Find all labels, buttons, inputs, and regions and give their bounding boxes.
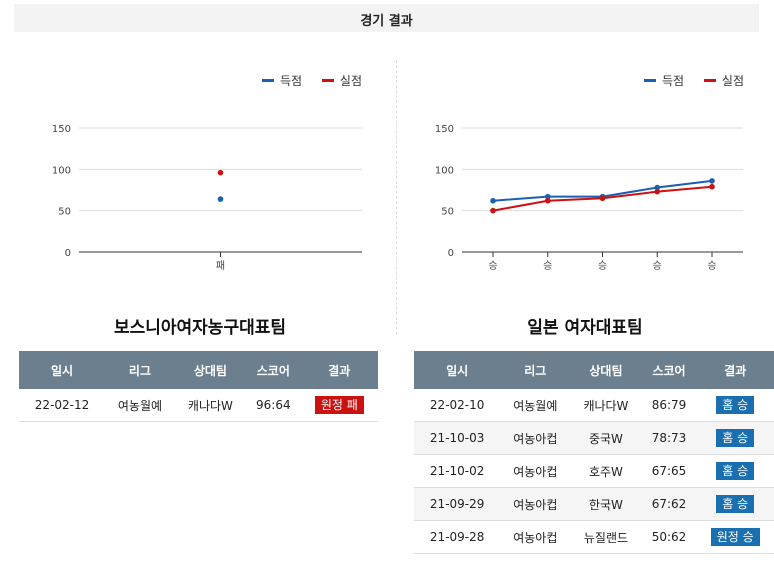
right-results-table: 일시 리그 상대팀 스코어 결과 22-02-10 여농월예 캐나다W 86:79 홈 승 21-…	[414, 351, 774, 554]
x-tick-label: 승	[653, 260, 662, 272]
date-cell: 22-02-10	[414, 389, 501, 422]
table-row: 22-02-12 여농월예 캐나다W 96:64 원정 패	[19, 389, 378, 422]
table-header-row: 일시 리그 상대팀 스코어 결과	[19, 351, 378, 389]
league-cell: 여농아컵	[500, 520, 571, 554]
data-point	[654, 188, 661, 195]
y-tick-label: 100	[52, 165, 71, 176]
header-league: 리그	[105, 351, 175, 389]
legend-conceded-swatch	[321, 79, 334, 82]
section-title: 경기 결과	[360, 14, 413, 29]
header-date: 일시	[414, 351, 501, 389]
score-cell: 96:64	[245, 389, 301, 422]
data-point	[654, 184, 661, 191]
league-cell: 여농아컵	[500, 454, 571, 488]
y-tick-label: 100	[435, 165, 454, 176]
opponent-cell: 캐나다W	[174, 389, 246, 422]
result-cell: 홈 승	[696, 389, 774, 422]
y-tick-label: 50	[58, 207, 71, 218]
league-cell: 여농월예	[105, 389, 175, 422]
table-header-row: 일시 리그 상대팀 스코어 결과	[414, 351, 774, 389]
score-cell: 50:62	[641, 520, 697, 554]
y-tick-label: 0	[448, 248, 454, 259]
right-team-title: 일본 여자대표팀	[527, 318, 643, 338]
data-point	[709, 183, 715, 190]
score-cell: 86:79	[641, 389, 697, 422]
result-badge: 홈 승	[716, 429, 755, 447]
league-cell: 여농월예	[500, 389, 571, 422]
score-cell: 67:62	[641, 487, 697, 521]
left-team-title: 보스니아여자농구대표팀	[113, 318, 287, 338]
legend-scored: 득점	[644, 74, 684, 88]
opponent-cell: 한국W	[570, 487, 642, 521]
result-badge: 홈 승	[716, 495, 755, 513]
score-cell: 78:73	[641, 421, 697, 455]
legend-scored-swatch	[262, 79, 274, 82]
header-result: 결과	[696, 351, 774, 389]
header-score: 스코어	[641, 351, 697, 389]
x-tick-label: 승	[707, 260, 716, 272]
result-badge: 원정 승	[710, 528, 760, 546]
date-cell: 21-09-29	[414, 487, 501, 521]
data-point	[490, 197, 496, 204]
y-tick-label: 150	[435, 124, 454, 135]
table-row: 21-09-29 여농아컵 한국W 67:62 홈 승	[414, 487, 774, 521]
result-cell: 원정 승	[696, 520, 774, 554]
data-point	[217, 169, 224, 176]
data-point	[217, 196, 224, 202]
header-date: 일시	[19, 351, 106, 389]
league-cell: 여농아컵	[500, 487, 571, 521]
opponent-cell: 호주W	[570, 454, 642, 488]
left-chart-legend: 득점 실점	[262, 72, 378, 89]
table-row: 21-10-02 여농아컵 호주W 67:65 홈 승	[414, 454, 774, 488]
date-cell: 22-02-12	[19, 389, 106, 422]
date-cell: 21-10-03	[414, 421, 501, 455]
opponent-cell: 중국W	[570, 421, 642, 455]
left-results-table: 일시 리그 상대팀 스코어 결과 22-02-12 여농월예 캐나다W 96:64 원정 패	[19, 351, 378, 422]
x-tick-label: 승	[488, 260, 497, 272]
section-header: 경기 결과	[14, 4, 759, 32]
data-point	[599, 195, 606, 202]
column-divider	[396, 60, 397, 335]
data-point	[709, 178, 715, 184]
result-badge: 원정 패	[314, 396, 364, 414]
header-opponent: 상대팀	[570, 351, 642, 389]
right-chart-legend: 득점 실점	[644, 72, 760, 89]
league-cell: 여농아컵	[500, 421, 571, 455]
table-row: 22-02-10 여농월예 캐나다W 86:79 홈 승	[414, 389, 774, 422]
y-tick-label: 150	[52, 124, 71, 135]
header-league: 리그	[500, 351, 571, 389]
date-cell: 21-09-28	[414, 520, 501, 554]
x-tick-label: 승	[543, 260, 552, 272]
legend-conceded: 실점	[321, 74, 362, 88]
data-point	[544, 197, 551, 204]
score-cell: 67:65	[641, 454, 697, 488]
header-opponent: 상대팀	[174, 351, 246, 389]
y-tick-label: 0	[65, 248, 71, 259]
result-cell: 원정 패	[300, 389, 378, 422]
x-tick-label: 패	[216, 260, 225, 272]
table-row: 21-10-03 여농아컵 중국W 78:73 홈 승	[414, 421, 774, 455]
header-score: 스코어	[245, 351, 301, 389]
opponent-cell: 캐나다W	[570, 389, 642, 422]
result-cell: 홈 승	[696, 421, 774, 455]
table-row: 21-09-28 여농아컵 뉴질랜드 50:62 원정 승	[414, 520, 774, 554]
legend-scored-swatch	[644, 79, 656, 82]
y-tick-label: 50	[441, 207, 454, 218]
data-point	[544, 193, 551, 200]
legend-scored: 득점	[262, 74, 302, 88]
x-tick-label: 승	[598, 260, 607, 272]
result-cell: 홈 승	[696, 454, 774, 488]
result-badge: 홈 승	[716, 396, 755, 414]
data-point	[490, 207, 496, 214]
result-badge: 홈 승	[716, 462, 755, 480]
date-cell: 21-10-02	[414, 454, 501, 488]
result-cell: 홈 승	[696, 487, 774, 521]
legend-conceded: 실점	[703, 74, 744, 88]
legend-conceded-swatch	[703, 79, 716, 82]
header-result: 결과	[300, 351, 378, 389]
opponent-cell: 뉴질랜드	[570, 520, 642, 554]
